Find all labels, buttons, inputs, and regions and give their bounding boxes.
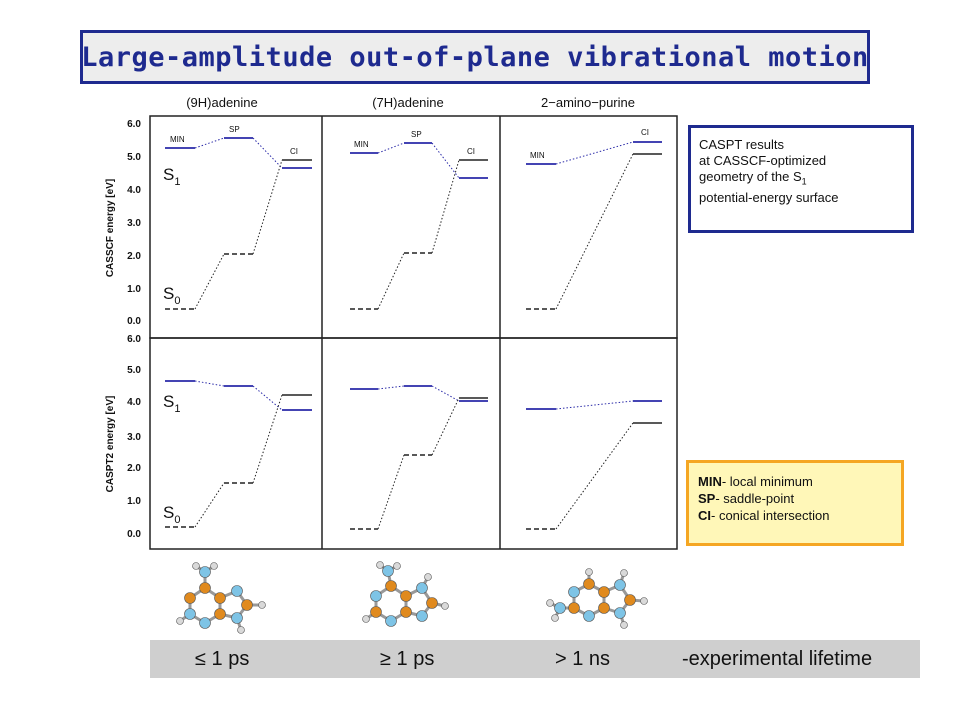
state-label-s0-top: S0	[163, 284, 180, 307]
column-header-7h-adenine: (7H)adenine	[372, 95, 444, 110]
atoms-9h-adenine	[176, 562, 266, 634]
page-title: Large-amplitude out-of-plane vibrational…	[81, 41, 869, 73]
casscf-2-aminopurine: MIN CI	[526, 128, 662, 310]
y-tick-caspt2: 4.0	[127, 397, 141, 408]
caspt-note-line: geometry of the S1	[699, 169, 807, 187]
title-banner: Large-amplitude out-of-plane vibrational…	[80, 30, 870, 84]
lifetime-9h-adenine: ≤ 1 ps	[195, 648, 250, 670]
y-tick-caspt2: 2.0	[127, 463, 141, 474]
panel-frame-caspt2	[149, 337, 678, 550]
y-ticks-caspt2: 6.0 5.0 4.0 3.0 2.0 1.0 0.0	[127, 334, 141, 540]
caspt2-7h-adenine	[350, 385, 488, 530]
caspt-note: CASPT results at CASSCF-optimized geomet…	[688, 125, 914, 233]
lifetime-bar: ≤ 1 ps ≥ 1 ps > 1 ns -experimental lifet…	[150, 640, 920, 678]
y-tick-casscf: 1.0	[127, 284, 141, 295]
point-label-ci: CI	[641, 128, 649, 137]
s1-path	[555, 141, 634, 165]
s1-path	[252, 385, 283, 411]
y-tick-caspt2: 1.0	[127, 496, 141, 507]
atoms-7h-adenine	[362, 561, 449, 627]
point-label-ci: CI	[290, 147, 298, 156]
s0-path	[252, 159, 283, 255]
y-tick-caspt2: 6.0	[127, 334, 141, 345]
y-axis-label-casscf: CASSCF energy [eV]	[105, 179, 116, 277]
atoms-2-aminopurine	[546, 568, 648, 629]
point-label-sp: SP	[229, 125, 240, 134]
legend-note: MIN- local minimum SP- saddle-point CI- …	[686, 460, 904, 546]
lifetime-caption: -experimental lifetime	[682, 648, 873, 670]
caspt-note-line: CASPT results	[699, 137, 785, 152]
s1-path	[194, 380, 225, 387]
y-axis-label-caspt2: CASPT2 energy [eV]	[105, 396, 116, 493]
casscf-9h-adenine: MIN SP CI	[165, 125, 312, 310]
point-label-min: MIN	[354, 140, 369, 149]
caspt2-2-aminopurine	[526, 400, 662, 530]
point-label-min: MIN	[170, 135, 185, 144]
state-label-s0-bottom: S0	[163, 503, 180, 526]
state-labels: S1 S0 S1 S0	[163, 165, 180, 526]
s0-path	[555, 153, 634, 310]
caspt-note-line: potential-energy surface	[699, 189, 839, 205]
s1-path	[555, 400, 634, 410]
column-header-2-aminopurine: 2−amino−purine	[541, 95, 635, 110]
state-label-s1-top: S1	[163, 165, 180, 188]
legend-item-sp: SP- saddle-point	[698, 491, 795, 506]
y-tick-casscf: 3.0	[127, 218, 141, 229]
s1-path	[252, 137, 283, 169]
caspt-note-line: at CASSCF-optimized	[699, 153, 827, 168]
s1-path	[377, 142, 405, 154]
y-ticks-casscf: 6.0 5.0 4.0 3.0 2.0 1.0 0.0	[127, 119, 141, 327]
s0-path	[194, 482, 225, 528]
y-tick-caspt2: 0.0	[127, 529, 141, 540]
s0-path	[555, 422, 634, 530]
s0-path	[194, 253, 225, 310]
y-tick-caspt2: 3.0	[127, 432, 141, 443]
y-tick-casscf: 2.0	[127, 251, 141, 262]
panel-frame-casscf	[149, 115, 678, 339]
s1-path	[194, 137, 225, 149]
legend-item-ci: CI- conical intersection	[698, 508, 830, 523]
s0-path	[431, 159, 460, 254]
y-tick-casscf: 0.0	[127, 316, 141, 327]
s1-path	[377, 385, 405, 390]
y-tick-casscf: 6.0	[127, 119, 141, 130]
casscf-7h-adenine: MIN SP CI	[350, 130, 488, 310]
point-label-ci: CI	[467, 147, 475, 156]
state-label-s1-bottom: S1	[163, 392, 180, 415]
s1-path	[431, 385, 460, 402]
s0-path	[252, 394, 283, 484]
point-label-sp: SP	[411, 130, 422, 139]
s0-path	[377, 454, 405, 530]
y-tick-caspt2: 5.0	[127, 365, 141, 376]
y-tick-casscf: 5.0	[127, 152, 141, 163]
legend-item-min: MIN- local minimum	[698, 474, 813, 489]
caspt2-9h-adenine	[165, 380, 312, 528]
lifetime-7h-adenine: ≥ 1 ps	[380, 648, 435, 670]
s0-path	[431, 397, 460, 456]
y-tick-casscf: 4.0	[127, 185, 141, 196]
s1-path	[431, 142, 460, 179]
column-header-9h-adenine: (9H)adenine	[186, 95, 258, 110]
lifetime-2-aminopurine: > 1 ns	[555, 648, 611, 670]
s0-path	[377, 252, 405, 310]
point-label-min: MIN	[530, 151, 545, 160]
